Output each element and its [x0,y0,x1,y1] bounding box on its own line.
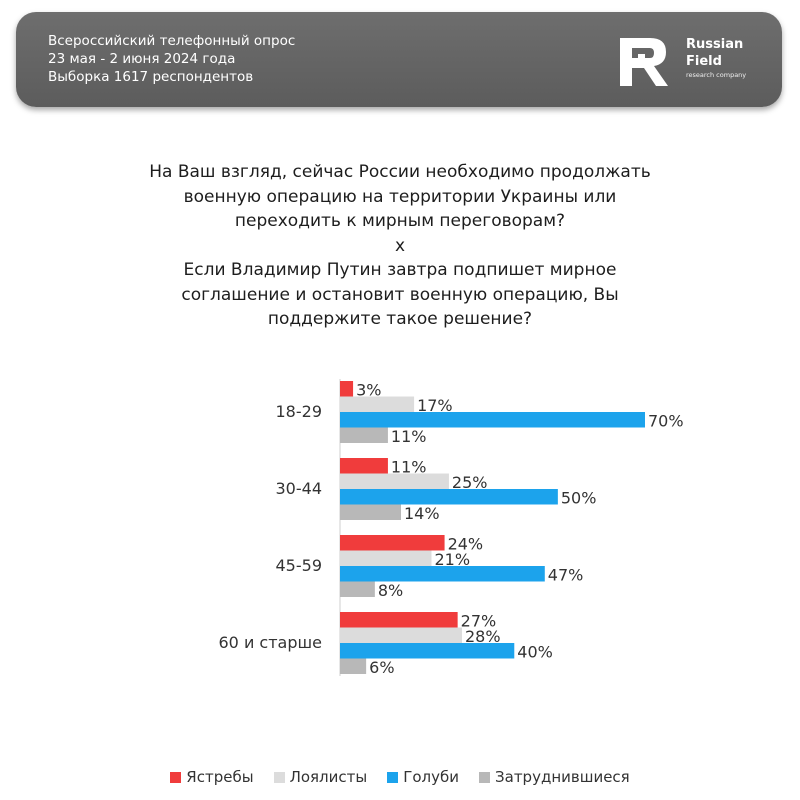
category-label: 45-59 [276,556,323,575]
logo-tagline: research company [686,71,747,79]
survey-info: Всероссийский телефонный опрос 23 мая - … [48,32,295,86]
bar [340,627,462,643]
data-label: 47% [548,566,584,585]
bar [340,535,445,551]
data-label: 21% [435,550,471,569]
survey-type: Всероссийский телефонный опрос [48,33,296,49]
logo-wordmark: Russian Field research company [686,36,746,80]
logo-russian: Russian [686,37,744,52]
category-label: 60 и старше [219,633,323,652]
data-label: 40% [517,643,553,662]
data-label: 17% [417,396,453,415]
bar [340,658,367,674]
header-banner: Всероссийский телефонный опрос 23 мая - … [16,12,782,107]
data-label: 27% [461,612,497,631]
legend-label: Лоялисты [289,768,368,786]
data-label: 11% [391,458,427,477]
category-label: 18-29 [276,402,323,421]
bar [340,489,558,505]
legend-label: Голуби [403,768,460,786]
legend-swatch [273,772,285,783]
chart-legend: Ястребы Лоялисты Голуби Затруднившиеся [0,768,800,786]
data-label: 50% [561,489,597,508]
data-label: 3% [356,381,381,400]
legend-swatch [170,772,182,783]
logo-field: Field [686,54,722,69]
survey-dates: 23 мая - 2 июня 2024 года [48,51,236,67]
bar [340,612,458,628]
question-line-1: На Ваш взгляд, сейчас России необходимо … [149,162,651,182]
question-separator: x [394,235,406,256]
legend-item: Голуби [387,768,459,786]
data-label: 11% [391,427,427,446]
bar [340,643,515,659]
legend-item: Затруднившиеся [479,768,630,786]
data-label: 70% [648,412,684,431]
category-label: 30-44 [276,479,323,498]
legend-label: Ястребы [186,768,254,786]
legend-item: Ястребы [170,768,254,786]
data-label: 25% [452,473,488,492]
survey-sample: Выборка 1617 респондентов [48,69,254,85]
russian-field-logo-icon [620,38,668,86]
legend-label: Затруднившиеся [495,768,630,786]
data-label: 24% [448,535,484,554]
bar [340,550,432,566]
russian-field-logo: Russian Field research company [614,28,754,92]
legend-item: Лоялисты [273,768,368,786]
data-label: 14% [404,504,440,523]
question-text: На Ваш взгляд, сейчас России необходимо … [0,160,800,332]
question-line-3: переходить к мирным переговорам? [234,211,566,231]
bar [340,458,388,474]
data-label: 28% [465,627,501,646]
question-line-5: соглашение и остановит военную операцию,… [181,284,619,305]
bar [340,412,645,428]
question-line-2: военную операцию на территории Украины и… [183,186,617,207]
question-line-4: Если Владимир Путин завтра подпишет мирн… [183,260,617,280]
question-line-6: поддержите такое решение? [267,309,533,329]
legend-swatch [479,772,491,783]
bar [340,381,354,397]
data-label: 6% [369,658,394,677]
bar-chart: 18-29 3% 17% 70% 11% 30-44 11% 25% 50% 14% 45-59 24… [219,379,684,677]
bar [340,566,545,582]
bar [340,473,449,489]
bar [340,396,415,412]
bar [340,581,375,597]
bar [340,504,401,520]
legend-swatch [387,772,399,783]
bar [340,427,388,443]
data-label: 8% [378,581,403,600]
